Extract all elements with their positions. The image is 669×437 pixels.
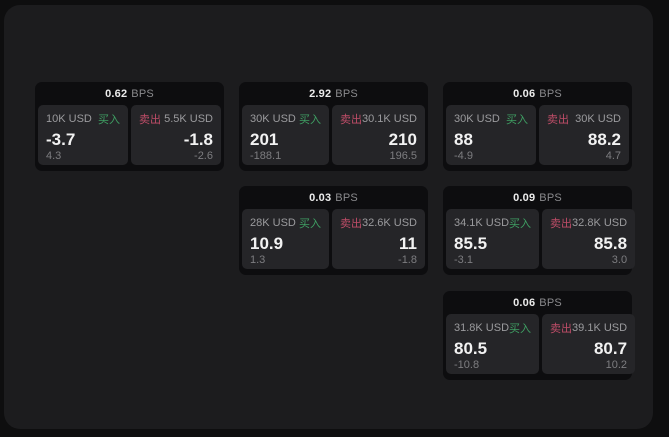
sell-price: 88.2: [587, 130, 621, 149]
buy-change: 4.3: [46, 150, 62, 163]
buy-price: 85.5: [454, 234, 488, 253]
sell-price: -1.8: [183, 130, 213, 149]
buy-change: -10.8: [454, 359, 480, 372]
sell-change: 196.5: [389, 150, 417, 163]
quote-card: 0.06 BPS 31.8K USD 买入 80.5 -10.8 卖出 39.1…: [443, 291, 636, 380]
bps-value: 0.06: [513, 296, 536, 309]
sell-side-label: 卖出: [339, 218, 362, 230]
bps-value: 0.09: [513, 191, 536, 204]
bps-value: 0.06: [513, 87, 536, 100]
buy-side-label: 买入: [506, 114, 528, 126]
buy-size-label: 28K USD: [250, 217, 296, 229]
buy-size-label: 10K USD: [46, 113, 92, 125]
buy-size-label: 30K USD: [454, 113, 500, 125]
quote-card-body: 30K USD 买入 201 -188.1 卖出 30.1K USD 210 1…: [239, 105, 428, 168]
bps-header: 0.06 BPS: [443, 82, 632, 105]
buy-pane[interactable]: 10K USD 买入 -3.7 4.3: [38, 105, 128, 165]
quote-card: 0.09 BPS 34.1K USD 买入 85.5 -3.1 卖出 32.8K…: [443, 186, 636, 275]
buy-price: 80.5: [454, 339, 488, 358]
buy-price: 10.9: [250, 234, 284, 253]
quote-card: 0.03 BPS 28K USD 买入 10.9 1.3 卖出 32.6K US…: [239, 186, 428, 275]
sell-size-label: 30K USD: [575, 113, 621, 125]
sell-size-label: 39.1K USD: [572, 322, 628, 334]
sell-pane[interactable]: 卖出 30K USD 88.2 4.7: [539, 105, 629, 165]
sell-side-label: 卖出: [339, 114, 362, 126]
sell-price: 11: [399, 234, 417, 253]
quote-card-body: 34.1K USD 买入 85.5 -3.1 卖出 32.8K USD 85.8…: [443, 209, 636, 272]
sell-pane[interactable]: 卖出 39.1K USD 80.7 10.2: [542, 314, 636, 374]
buy-side-label: 买入: [298, 218, 321, 230]
sell-pane[interactable]: 卖出 5.5K USD -1.8 -2.6: [131, 105, 221, 165]
sell-pane[interactable]: 卖出 32.6K USD 11 -1.8: [331, 209, 425, 269]
sell-size-label: 5.5K USD: [164, 113, 213, 125]
buy-pane[interactable]: 30K USD 买入 88 -4.9: [446, 105, 536, 165]
sell-change: 3.0: [611, 254, 628, 267]
bps-value: 0.03: [309, 191, 332, 204]
buy-price: 88: [454, 130, 473, 149]
buy-size-label: 31.8K USD: [454, 322, 510, 334]
quote-card-body: 10K USD 买入 -3.7 4.3 卖出 5.5K USD -1.8 -2.…: [35, 105, 224, 168]
sell-change: 10.2: [605, 359, 628, 372]
buy-pane[interactable]: 28K USD 买入 10.9 1.3: [242, 209, 329, 269]
sell-side-label: 卖出: [550, 323, 573, 335]
buy-size-label: 30K USD: [250, 113, 296, 125]
buy-pane[interactable]: 31.8K USD 买入 80.5 -10.8: [446, 314, 540, 374]
sell-side-label: 卖出: [550, 218, 573, 230]
sell-price: 85.8: [593, 234, 628, 253]
buy-change: -188.1: [250, 150, 282, 163]
buy-price: 201: [250, 130, 279, 149]
bps-unit-label: BPS: [539, 87, 562, 100]
bps-unit-label: BPS: [335, 87, 358, 100]
sell-size-label: 32.6K USD: [361, 217, 417, 229]
buy-side-label: 买入: [509, 323, 532, 335]
bps-header: 0.09 BPS: [443, 186, 632, 209]
bps-header: 0.06 BPS: [443, 291, 632, 314]
quote-card-body: 31.8K USD 买入 80.5 -10.8 卖出 39.1K USD 80.…: [443, 314, 636, 377]
bps-header: 2.92 BPS: [239, 82, 428, 105]
quote-card-body: 30K USD 买入 88 -4.9 卖出 30K USD 88.2 4.7: [443, 105, 632, 168]
buy-change: -4.9: [454, 150, 473, 163]
bps-unit-label: BPS: [539, 296, 562, 309]
buy-pane[interactable]: 30K USD 买入 201 -188.1: [242, 105, 329, 165]
buy-pane[interactable]: 34.1K USD 买入 85.5 -3.1: [446, 209, 540, 269]
quote-card: 0.62 BPS 10K USD 买入 -3.7 4.3 卖出 5.5K USD…: [35, 82, 224, 171]
buy-side-label: 买入: [298, 114, 321, 126]
quote-card-body: 28K USD 买入 10.9 1.3 卖出 32.6K USD 11 -1.8: [239, 209, 428, 272]
sell-pane[interactable]: 卖出 30.1K USD 210 196.5: [331, 105, 425, 165]
bps-value: 2.92: [309, 87, 332, 100]
quotes-panel: 0.62 BPS 10K USD 买入 -3.7 4.3 卖出 5.5K USD…: [4, 5, 653, 429]
buy-change: 1.3: [250, 254, 266, 267]
bps-unit-label: BPS: [335, 191, 358, 204]
sell-change: -2.6: [194, 150, 213, 163]
buy-side-label: 买入: [509, 218, 532, 230]
bps-value: 0.62: [105, 87, 128, 100]
sell-size-label: 32.8K USD: [572, 217, 628, 229]
sell-change: -1.8: [398, 254, 417, 267]
sell-price: 80.7: [593, 339, 628, 358]
bps-unit-label: BPS: [131, 87, 154, 100]
quote-card: 2.92 BPS 30K USD 买入 201 -188.1 卖出 30.1K …: [239, 82, 428, 171]
sell-side-label: 卖出: [547, 114, 569, 126]
sell-change: 4.7: [605, 150, 621, 163]
sell-pane[interactable]: 卖出 32.8K USD 85.8 3.0: [542, 209, 636, 269]
buy-size-label: 34.1K USD: [454, 217, 510, 229]
bps-unit-label: BPS: [539, 191, 562, 204]
sell-side-label: 卖出: [139, 114, 161, 126]
buy-price: -3.7: [46, 130, 76, 149]
sell-price: 210: [388, 130, 417, 149]
quote-card: 0.06 BPS 30K USD 买入 88 -4.9 卖出 30K USD 8…: [443, 82, 632, 171]
bps-header: 0.03 BPS: [239, 186, 428, 209]
sell-size-label: 30.1K USD: [361, 113, 417, 125]
buy-side-label: 买入: [98, 114, 120, 126]
buy-change: -3.1: [454, 254, 473, 267]
bps-header: 0.62 BPS: [35, 82, 224, 105]
